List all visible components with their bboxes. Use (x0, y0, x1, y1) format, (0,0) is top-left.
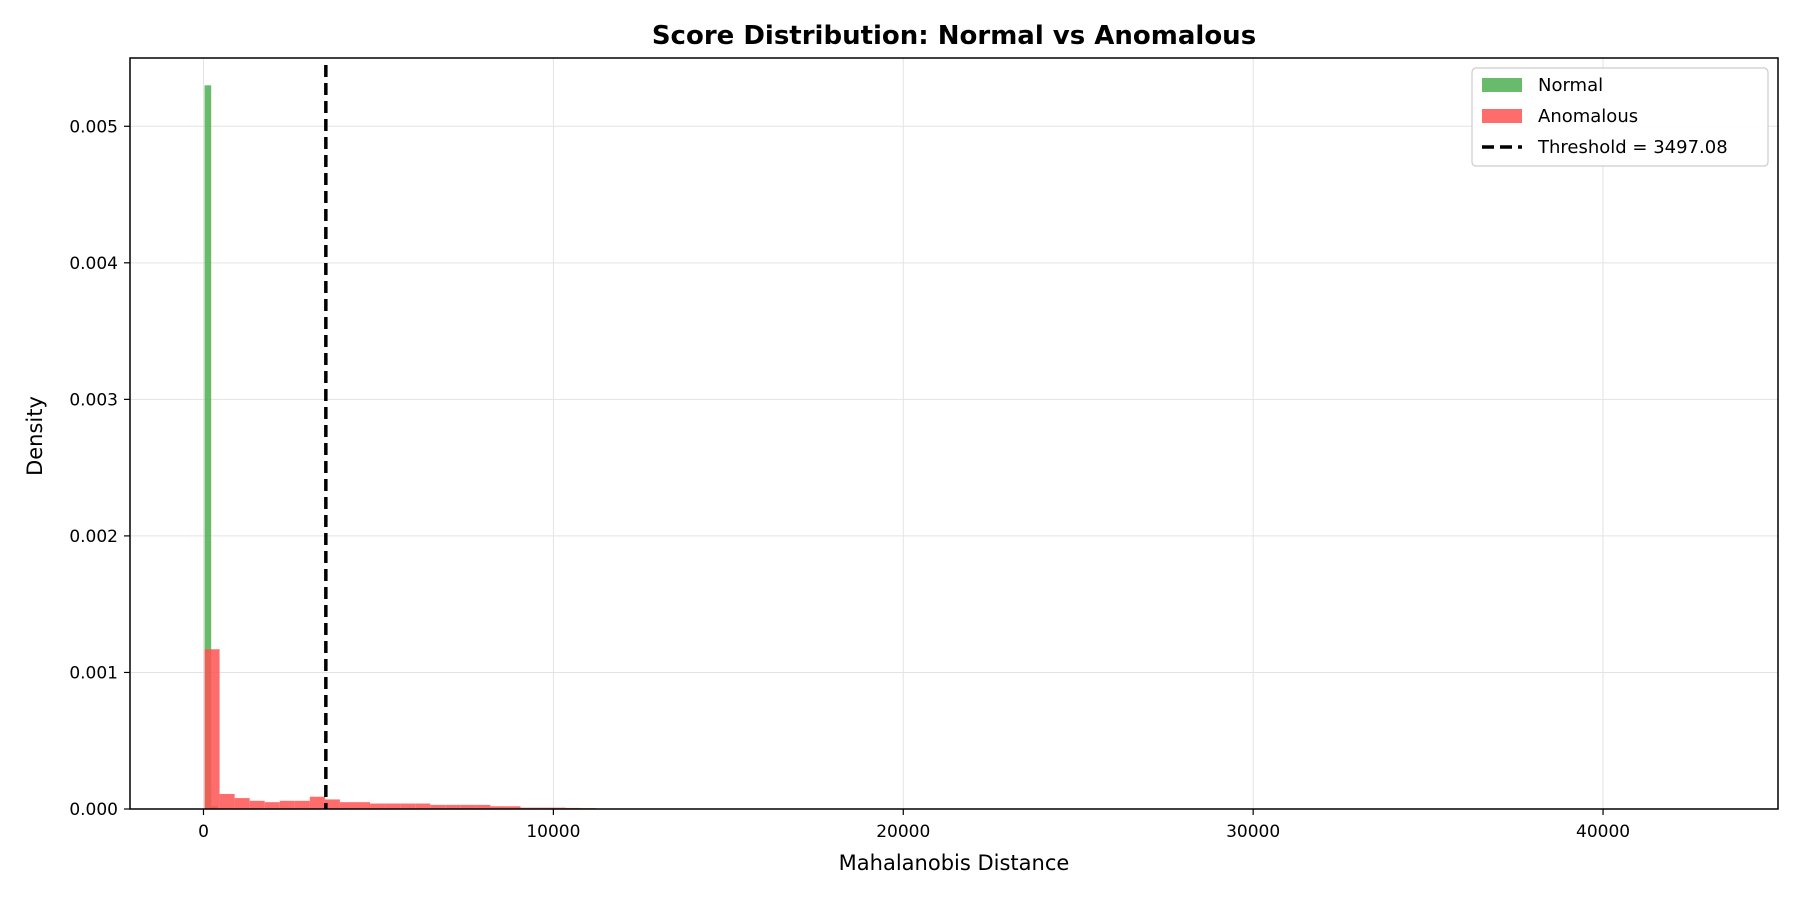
histogram-bar-anomalous (490, 806, 506, 809)
y-axis-title: Density (23, 396, 47, 476)
histogram-bar-anomalous (324, 799, 340, 809)
histogram-bar-anomalous (279, 800, 295, 809)
chart-title: Score Distribution: Normal vs Anomalous (652, 21, 1256, 51)
x-tick-label: 40000 (1576, 822, 1630, 842)
histogram-bars (204, 85, 596, 810)
histogram-bar-anomalous (475, 804, 491, 809)
histogram-bar-anomalous (339, 802, 355, 809)
legend-threshold-label: Threshold = 3497.08 (1537, 137, 1728, 158)
legend-normal-label: Normal (1538, 75, 1603, 96)
histogram-bar-anomalous (460, 804, 476, 809)
legend-anomalous-label: Anomalous (1538, 106, 1638, 127)
histogram-bar-anomalous (294, 800, 310, 809)
x-tick-label: 10000 (526, 822, 580, 842)
histogram-bar-anomalous (445, 804, 461, 809)
histogram-bar-anomalous (249, 800, 265, 809)
histogram-bar-anomalous (309, 796, 325, 809)
histogram-bar-normal (204, 85, 212, 810)
axis-ticks: 0 10000 20000 30000 40000 0.000 0.001 0.002 0.00… (69, 117, 1630, 842)
legend-box (1471, 67, 1769, 167)
histogram-bar-anomalous (354, 802, 371, 809)
x-tick-label: 20000 (876, 822, 930, 842)
histogram-bar-anomalous (219, 793, 235, 809)
plot-frame (129, 57, 1779, 810)
legend-anomalous-swatch (1482, 109, 1522, 123)
y-tick-label: 0.002 (69, 527, 118, 547)
x-tick-label: 0 (198, 822, 209, 842)
histogram-bar-anomalous (385, 803, 401, 809)
y-tick-label: 0.000 (69, 800, 118, 820)
x-axis-title: Mahalanobis Distance (839, 851, 1070, 875)
legend-normal-swatch (1482, 78, 1522, 92)
series-anomalous (204, 649, 596, 809)
histogram-bar-anomalous (400, 803, 416, 809)
histogram-bar-anomalous (370, 803, 386, 809)
histogram-bar-anomalous (264, 802, 280, 809)
y-tick-label: 0.003 (69, 390, 118, 410)
histogram-bar-anomalous (430, 804, 446, 809)
histogram-bar-anomalous (234, 798, 250, 809)
x-tick-label: 30000 (1226, 822, 1280, 842)
y-tick-label: 0.001 (69, 663, 118, 683)
histogram-bar-anomalous (415, 803, 431, 809)
legend: Normal Anomalous Threshold = 3497.08 (1471, 67, 1769, 167)
histogram-bar-anomalous (505, 806, 521, 809)
histogram-bar-anomalous (204, 649, 220, 809)
y-tick-label: 0.004 (69, 254, 118, 274)
y-tick-label: 0.005 (69, 117, 118, 137)
